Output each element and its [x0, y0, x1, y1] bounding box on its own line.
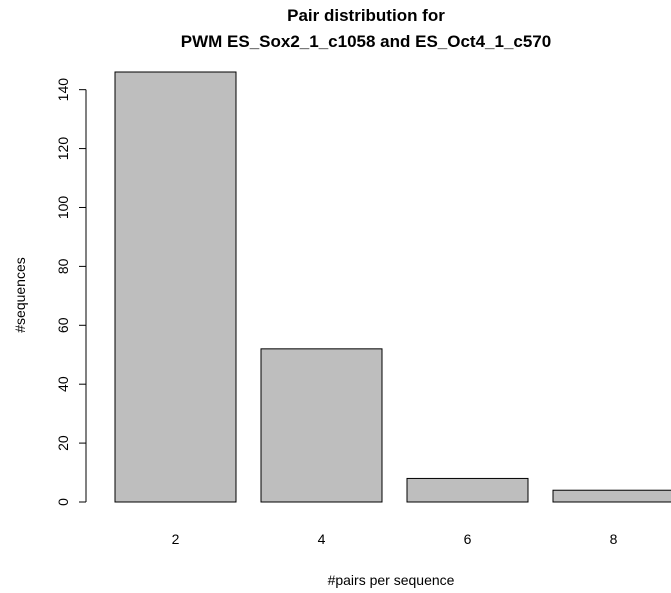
y-tick-label: 0: [55, 498, 71, 506]
x-tick-label: 2: [172, 531, 180, 547]
y-tick-label: 80: [55, 258, 71, 274]
x-tick-label: 8: [610, 531, 618, 547]
y-tick-label: 100: [55, 196, 71, 220]
bar-4: [260, 348, 383, 503]
bar-8: [552, 489, 671, 503]
y-tick-label: 60: [55, 317, 71, 333]
bar-2: [114, 71, 237, 503]
y-tick-label: 120: [55, 137, 71, 161]
chart-subtitle: PWM ES_Sox2_1_c1058 and ES_Oct4_1_c570: [181, 32, 551, 51]
bar-6: [406, 477, 529, 503]
y-tick-label: 20: [55, 435, 71, 451]
y-tick-label: 140: [55, 78, 71, 102]
y-axis: 0 20 40 60 80 100 120 140: [55, 78, 87, 506]
y-axis-label: #sequences: [12, 257, 28, 333]
x-tick-label: 4: [318, 531, 326, 547]
y-tick-label: 40: [55, 376, 71, 392]
bars-group: [114, 71, 671, 503]
x-tick-label: 6: [464, 531, 472, 547]
chart-title: Pair distribution for: [287, 6, 445, 25]
x-tick-labels: 2 4 6 8: [172, 531, 618, 547]
x-axis-label: #pairs per sequence: [328, 572, 455, 588]
